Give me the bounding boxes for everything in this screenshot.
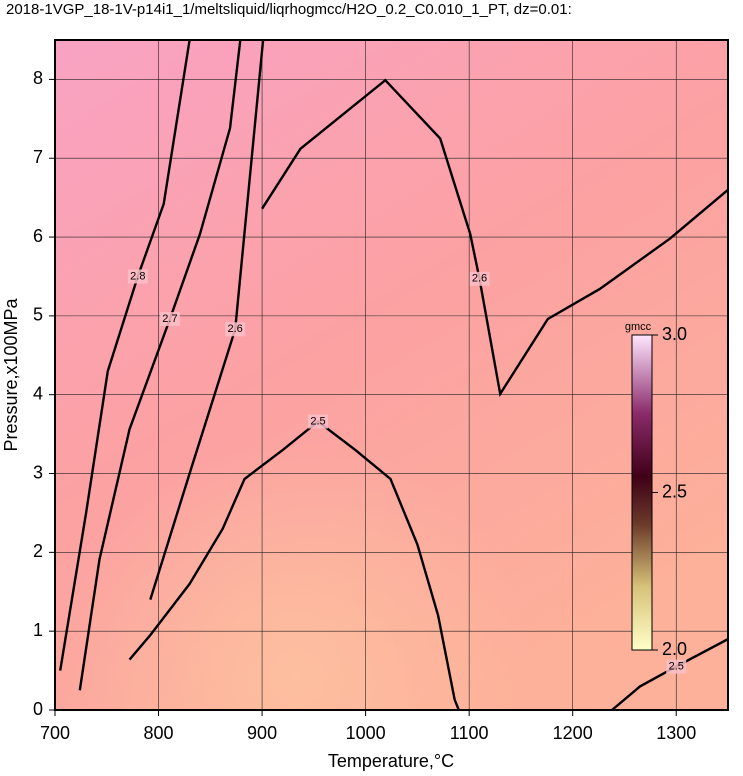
contour-label: 2.5 bbox=[310, 415, 325, 427]
x-tick-label: 900 bbox=[247, 723, 277, 743]
contour-label: 2.6 bbox=[472, 273, 487, 285]
contour-label-bg bbox=[307, 414, 328, 429]
x-tick-label: 1200 bbox=[553, 723, 593, 743]
x-tick-label: 1100 bbox=[450, 723, 489, 743]
colorbar-tick-label: 2.0 bbox=[662, 639, 687, 659]
y-tick-label: 5 bbox=[33, 305, 43, 325]
plot-frame bbox=[54, 39, 729, 711]
y-tick-label: 2 bbox=[33, 541, 43, 561]
plot-shade bbox=[55, 40, 728, 710]
y-tick-label: 1 bbox=[33, 620, 43, 640]
x-tick-label: 1300 bbox=[656, 723, 696, 743]
y-tick-label: 4 bbox=[33, 383, 43, 403]
y-tick-label: 3 bbox=[33, 462, 43, 482]
y-tick-label: 6 bbox=[33, 226, 43, 246]
contour-line bbox=[59, 40, 191, 671]
contour-label-bg bbox=[469, 271, 490, 286]
contour-label: 2.8 bbox=[130, 270, 145, 282]
y-tick-label: 0 bbox=[33, 699, 43, 719]
contour-line bbox=[611, 638, 728, 710]
x-tick-label: 700 bbox=[40, 723, 70, 743]
colorbar bbox=[631, 334, 653, 651]
contour-label: 2.7 bbox=[162, 313, 177, 325]
contour-label: 2.5 bbox=[669, 661, 684, 673]
contour-label-bg bbox=[159, 312, 180, 327]
colorbar-label: gmcc bbox=[625, 321, 652, 333]
colorbar-tick-label: 3.0 bbox=[662, 324, 687, 344]
plot-layer: 2.5 2.5 2.6 2.6 2.7 2.8 bbox=[55, 40, 728, 710]
chart-title: 2018-1VGP_18-1V-p14i1_1/meltsliquid/liqr… bbox=[6, 1, 572, 18]
y-axis-label: Pressure,x100MPa bbox=[1, 297, 21, 451]
contour-label-bg bbox=[127, 269, 148, 284]
y-tick-label: 8 bbox=[33, 68, 43, 88]
colorbar-tick-label: 2.5 bbox=[662, 481, 687, 501]
x-tick-label: 800 bbox=[144, 723, 174, 743]
contour-label-bg bbox=[666, 659, 687, 674]
contour-label-bg bbox=[225, 322, 246, 337]
y-tick-label: 7 bbox=[33, 147, 43, 167]
x-tick-label: 1000 bbox=[346, 723, 386, 743]
contour-label: 2.6 bbox=[228, 323, 243, 335]
x-axis-label: Temperature,°C bbox=[328, 751, 454, 771]
